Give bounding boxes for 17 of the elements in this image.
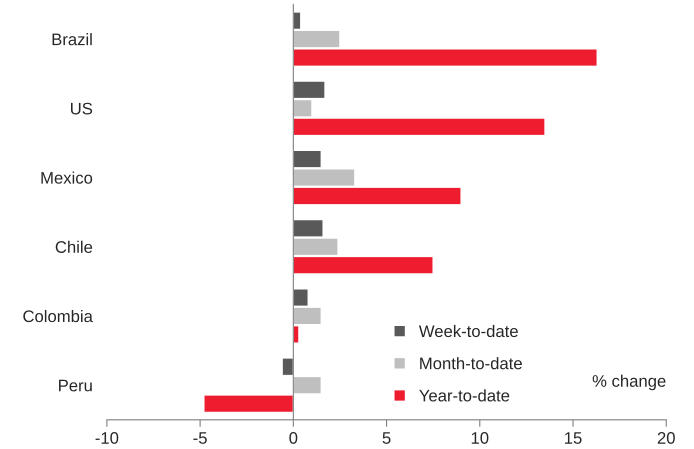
legend-label: Week-to-date: [418, 324, 518, 338]
y-tick-label: Brazil: [52, 33, 92, 46]
y-tick-label: Mexico: [41, 172, 92, 184]
y-tick-label: Chile: [56, 240, 92, 253]
x-tick-label: 20: [658, 432, 675, 444]
y-tick-label: Peru: [59, 380, 92, 392]
legend-label: Year-to-date: [419, 389, 510, 402]
x-tick-label: 10: [472, 432, 488, 444]
legend-label: Month-to-date: [420, 357, 522, 370]
x-tick-label: -10: [96, 432, 118, 444]
x-tick-label: 0: [289, 432, 298, 444]
y-tick-label: Colombia: [23, 310, 93, 322]
annotation: % change: [592, 374, 666, 390]
x-tick-label: 5: [382, 432, 390, 444]
x-tick-label: -5: [193, 432, 207, 444]
x-tick-label: 15: [565, 432, 582, 444]
y-tick-label: US: [71, 102, 92, 115]
